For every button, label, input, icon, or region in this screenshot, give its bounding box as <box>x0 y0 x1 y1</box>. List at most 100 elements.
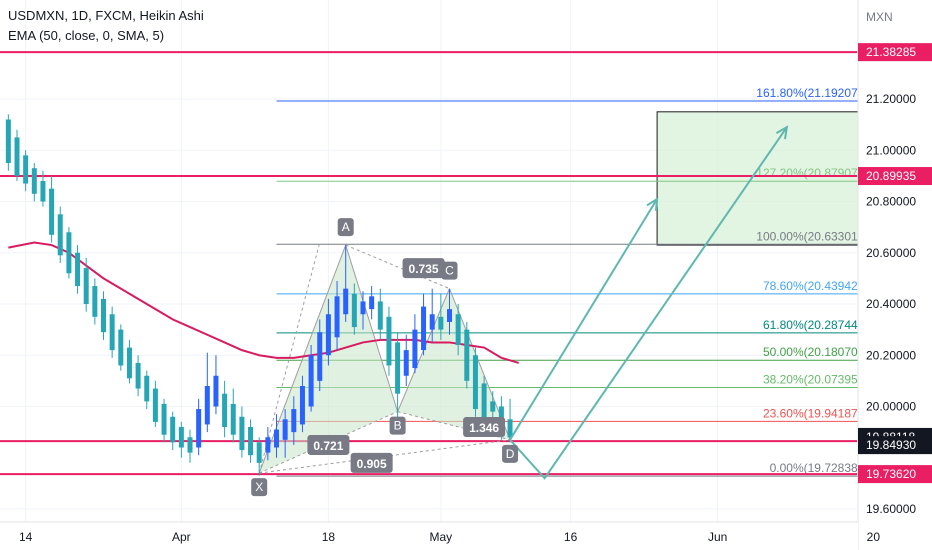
arrow-head <box>646 196 659 211</box>
pattern-point-labels: X A B C D 0.735 0.721 1.346 0.905 <box>251 218 519 497</box>
candle-body <box>403 350 409 376</box>
candle-body <box>291 409 297 433</box>
pattern-point-label: C <box>445 264 454 278</box>
price-level-tag <box>858 436 932 455</box>
pattern-point-badge <box>337 218 354 237</box>
candle-body <box>170 416 176 443</box>
candle-body <box>334 296 340 338</box>
projection-arrows <box>509 125 789 480</box>
grid-lines <box>0 0 874 522</box>
projection-arrow-2 <box>509 126 788 480</box>
pattern-ratio-badge <box>463 417 506 437</box>
price-tick-label: 20.40000 <box>866 297 916 311</box>
candles <box>5 114 513 476</box>
candle-body <box>490 401 496 412</box>
price-level-tag-label: 21.38285 <box>866 45 916 59</box>
pattern-point-badge <box>389 416 406 435</box>
candle-body <box>222 393 228 427</box>
fib-level-label: 0.00%(19.72838) <box>770 461 862 475</box>
candle-body <box>464 329 470 381</box>
harmonic-leg <box>258 244 347 474</box>
pattern-ratio-badge <box>307 434 350 455</box>
price-axis: MXN 21.20000 21.00000 20.80000 20.60000 20.40… <box>857 0 932 550</box>
candle-body <box>351 293 357 328</box>
candle-body <box>507 419 513 438</box>
candle-body <box>152 388 158 422</box>
candle-body <box>178 427 184 448</box>
candle-body <box>265 437 271 453</box>
candle-body <box>325 314 331 356</box>
candle-body <box>299 386 305 425</box>
candle-body <box>230 403 236 435</box>
pattern-point-label: D <box>506 447 515 461</box>
pattern-point-badge <box>502 444 519 463</box>
candle-body <box>5 119 11 164</box>
pattern-ratio-label: 0.735 <box>409 262 439 276</box>
candle-body <box>421 306 427 351</box>
candle-body <box>472 355 478 410</box>
candle-body <box>83 268 89 304</box>
candle-body <box>126 347 132 379</box>
candle-body <box>14 137 20 176</box>
fib-level-label: 38.20%(20.07395) <box>763 373 862 387</box>
price-level-tag <box>858 465 932 484</box>
candle-body <box>429 314 435 330</box>
pattern-ratio-badge <box>350 452 393 473</box>
price-level-tag-label: 20.89935 <box>866 169 916 183</box>
candle-body <box>360 301 366 315</box>
candle-body <box>308 355 314 407</box>
candle-body <box>343 288 349 315</box>
time-tick-label: May <box>430 530 453 544</box>
ema-line <box>8 241 519 364</box>
candle-body <box>248 427 254 456</box>
pattern-ratio-label: 1.346 <box>469 421 499 435</box>
candle-body <box>196 409 202 448</box>
candle-body <box>92 286 98 317</box>
fib-level-label: 127.20%(20.87907) <box>756 166 861 180</box>
candle-body <box>386 316 392 366</box>
fib-level-label: 50.00%(20.18070) <box>763 345 862 359</box>
candle-body <box>118 329 124 366</box>
time-axis: 14Apr18May16Jun20Jul <box>0 521 881 550</box>
candle-body <box>40 181 46 202</box>
fib-level-label: 100.00%(20.63301) <box>756 229 861 243</box>
price-level-tag <box>858 43 932 62</box>
arrow-head <box>775 125 789 140</box>
candle-body <box>395 342 401 394</box>
candle-body <box>75 252 81 287</box>
pattern-point-badge <box>441 261 458 280</box>
candle-body <box>204 386 210 425</box>
price-tick-label: 20.00000 <box>866 400 916 414</box>
candle-body <box>213 375 219 407</box>
projection-arrow-1 <box>509 198 658 441</box>
time-tick-label: 20 <box>867 530 881 544</box>
time-tick-label: 14 <box>19 530 33 544</box>
candle-body <box>187 437 193 453</box>
candle-body <box>481 383 487 420</box>
candle-body <box>101 298 106 333</box>
candle-body <box>49 188 55 235</box>
price-level-tag-label: 19.73620 <box>866 467 916 481</box>
pattern-point-label: A <box>342 220 350 234</box>
candle-body <box>455 314 461 345</box>
harmonic-ratio-line <box>345 244 450 290</box>
time-tick-label: 18 <box>322 530 336 544</box>
candle-body <box>282 419 288 440</box>
harmonic-ratio-line <box>258 411 398 474</box>
price-axis-unit: MXN <box>866 10 893 24</box>
fib-level-label: 61.80%(20.28744) <box>763 318 862 332</box>
price-tick-label: 21.20000 <box>866 92 916 106</box>
candle-body <box>377 301 383 330</box>
harmonic-leg <box>345 244 399 412</box>
pattern-point-badge <box>251 478 268 497</box>
horizontal-levels <box>0 51 857 476</box>
candle-body <box>369 296 375 310</box>
candle-body <box>23 155 29 184</box>
price-tick-label: 21.00000 <box>866 143 916 157</box>
candle-body <box>66 232 72 274</box>
candle-body <box>274 429 279 448</box>
price-tick-label: 19.60000 <box>866 502 916 516</box>
pattern-ratio-badge <box>402 258 445 279</box>
price-level-tag-label: 19.84930 <box>866 438 916 452</box>
